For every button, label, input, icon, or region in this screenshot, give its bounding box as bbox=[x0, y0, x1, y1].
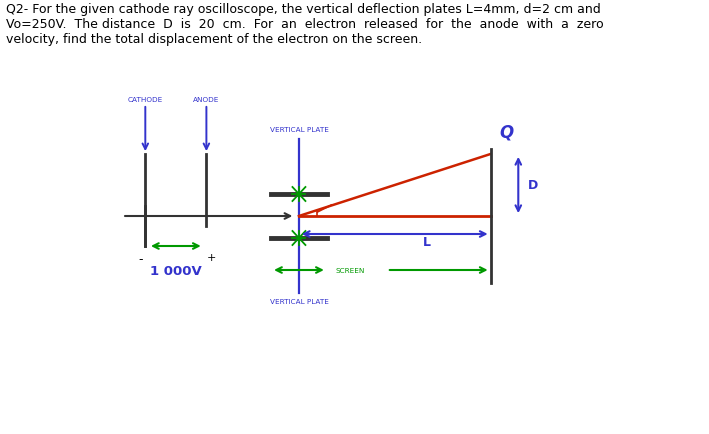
Text: -: - bbox=[138, 253, 143, 265]
Text: Q: Q bbox=[500, 123, 514, 141]
Text: D: D bbox=[527, 179, 538, 192]
Text: +: + bbox=[206, 253, 216, 263]
Text: Vo=250V.  The distance  D  is  20  cm.  For  an  electron  released  for  the  a: Vo=250V. The distance D is 20 cm. For an… bbox=[6, 18, 603, 31]
Text: SCREEN: SCREEN bbox=[336, 267, 365, 273]
Text: velocity, find the total displacement of the electron on the screen.: velocity, find the total displacement of… bbox=[6, 33, 422, 46]
Text: Q2- For the given cathode ray oscilloscope, the vertical deflection plates L=4mm: Q2- For the given cathode ray oscillosco… bbox=[6, 3, 601, 16]
Text: VERTICAL PLATE: VERTICAL PLATE bbox=[269, 298, 328, 304]
Text: ANODE: ANODE bbox=[194, 97, 220, 103]
Text: 1 000V: 1 000V bbox=[150, 264, 202, 277]
Text: VERTICAL PLATE: VERTICAL PLATE bbox=[269, 127, 328, 133]
Text: CATHODE: CATHODE bbox=[128, 97, 163, 103]
Text: L: L bbox=[423, 236, 431, 248]
